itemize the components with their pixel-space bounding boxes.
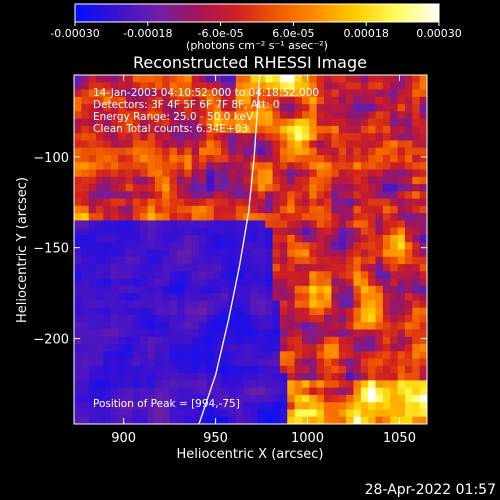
y-tick-label: −100 <box>33 151 69 166</box>
solar-limb-curve <box>198 75 261 424</box>
annotation-time-range: 14-Jan-2003 04:10:52.000 to 04:18:52.000 <box>93 87 319 99</box>
colorbar-tick-label: -6.0e-05 <box>197 27 243 40</box>
y-tick-label: −200 <box>33 333 69 348</box>
y-axis-ticks: −100 −150 −200 <box>33 151 427 348</box>
annotation-peak-position: Position of Peak = [994,-75] <box>93 398 240 410</box>
colorbar-tick-label: 0.00030 <box>416 27 462 40</box>
x-tick-label: 900 <box>111 431 136 446</box>
annotation-block: 14-Jan-2003 04:10:52.000 to 04:18:52.000… <box>93 87 319 410</box>
chart-title: Reconstructed RHESSI Image <box>133 53 367 72</box>
annotation-energy-range: Energy Range: 25.0 - 50.0 keV <box>93 111 254 123</box>
x-axis-label: Heliocentric X (arcsec) <box>177 447 324 462</box>
plot-frame <box>73 74 428 425</box>
colorbar-tick-label: 6.0e-05 <box>272 27 314 40</box>
annotation-detectors: Detectors: 3F 4F 5F 6F 7F 8F, Att: 0 <box>93 99 280 111</box>
colorbar: -0.00030 -0.00018 -6.0e-05 6.0e-05 0.00018 0.… <box>50 3 462 52</box>
colorbar-tick-label: -0.00030 <box>50 27 99 40</box>
y-tick-label: −150 <box>33 242 69 257</box>
colorbar-tick-label: 0.00018 <box>343 27 389 40</box>
heatmap-image <box>74 75 427 424</box>
colorbar-tick-label: -0.00018 <box>123 27 172 40</box>
x-tick-label: 1000 <box>291 431 324 446</box>
colorbar-ticks: -0.00030 -0.00018 -6.0e-05 6.0e-05 0.00018 0.… <box>50 22 462 40</box>
x-tick-label: 950 <box>203 431 228 446</box>
footer-date: 28-Apr-2022 01:57 <box>365 482 496 498</box>
annotation-method-counts: Clean Total counts: 6.34E+03 <box>93 123 248 135</box>
x-tick-label: 1050 <box>383 431 416 446</box>
y-axis-label: Heliocentric Y (arcsec) <box>15 177 30 323</box>
colorbar-bar <box>74 3 440 23</box>
colorbar-unit-label: (photons cm⁻² s⁻¹ asec⁻²) <box>186 39 328 52</box>
x-axis-ticks: 900 950 1000 1050 <box>111 75 416 446</box>
